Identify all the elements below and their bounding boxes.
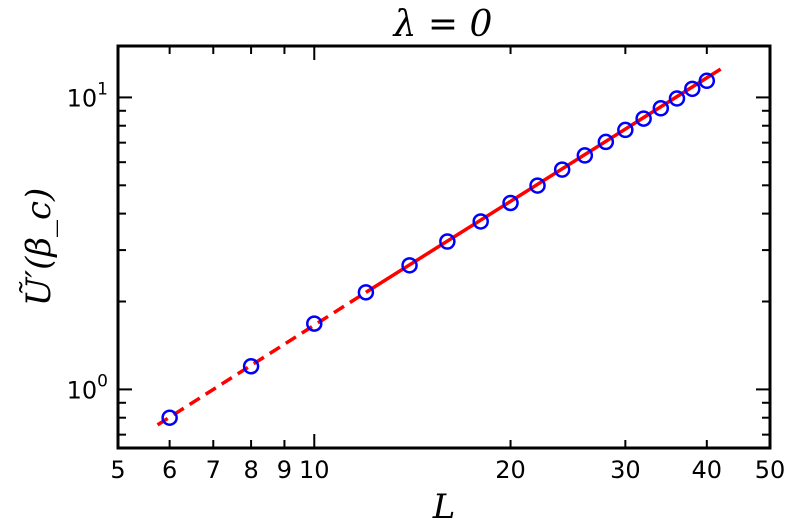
x-tick-label: 50 <box>755 456 786 484</box>
fit-line-dashed <box>156 290 367 427</box>
data-point-L14 <box>401 257 418 274</box>
data-point-L26 <box>576 147 594 164</box>
x-tick-label: 6 <box>162 456 177 484</box>
data-point-L24 <box>553 161 571 178</box>
data-point-L22 <box>529 177 546 194</box>
plot-area <box>156 67 722 427</box>
x-tick-label: 5 <box>110 456 125 484</box>
data-point-L30 <box>617 121 634 139</box>
y-axis-title: Ũ′(β_c) <box>18 188 59 307</box>
x-tick-label: 30 <box>610 456 641 484</box>
y-tick-label: 101 <box>67 79 108 112</box>
x-tick-label: 20 <box>495 456 526 484</box>
data-point-L16 <box>439 233 456 250</box>
x-tick-label: 10 <box>299 456 330 484</box>
x-tick-label: 8 <box>243 456 258 484</box>
data-point-L32 <box>635 110 652 127</box>
x-axis-title: L <box>432 487 456 527</box>
data-point-L8 <box>242 358 260 375</box>
data-point-L6 <box>161 409 178 426</box>
chart-title: λ = 0 <box>392 4 493 45</box>
plot-frame <box>116 44 772 450</box>
x-tick-label: 40 <box>692 456 723 484</box>
data-point-L10 <box>306 315 323 332</box>
data-point-L38 <box>684 80 701 98</box>
data-point-L28 <box>597 133 615 151</box>
data-point-L40 <box>698 72 716 90</box>
data-point-L20 <box>502 194 519 212</box>
y-tick-label: 100 <box>67 371 108 404</box>
axis-ticks: 5 6 7 8 9 10 20 30 40 50 100 101 <box>67 46 786 484</box>
data-point-L36 <box>668 90 686 107</box>
data-point-L34 <box>652 100 670 117</box>
data-point-L18 <box>472 213 489 230</box>
x-tick-label: 7 <box>206 456 221 484</box>
x-tick-label: 9 <box>277 456 292 484</box>
data-point-L12 <box>357 284 375 301</box>
